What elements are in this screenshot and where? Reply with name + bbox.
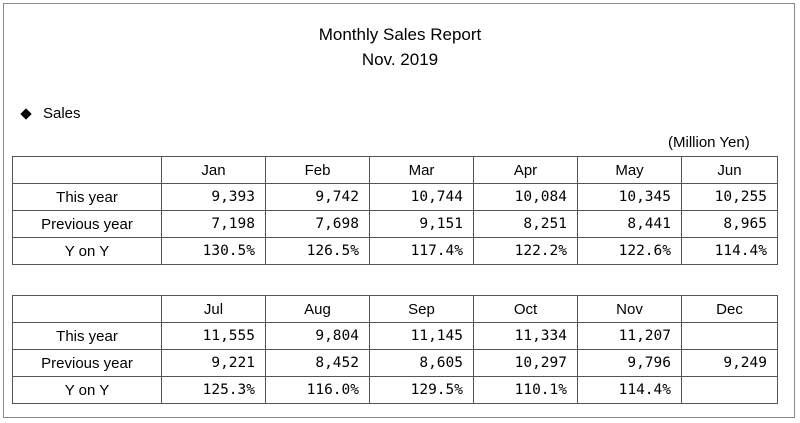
- report-header: Monthly Sales Report Nov. 2019: [0, 22, 800, 72]
- corner-cell: [12, 156, 162, 184]
- table-row-this-year: This year 11,555 9,804 11,145 11,334 11,…: [12, 322, 778, 350]
- month-header: Mar: [369, 156, 474, 184]
- month-header: May: [577, 156, 682, 184]
- month-header: Sep: [369, 295, 474, 323]
- value-cell: 9,221: [161, 349, 266, 377]
- value-cell: 8,441: [577, 210, 682, 238]
- row-label: This year: [12, 322, 162, 350]
- diamond-bullet-icon: [20, 107, 32, 120]
- value-cell: 9,393: [161, 183, 266, 211]
- value-cell: [681, 322, 778, 350]
- month-header: Jul: [161, 295, 266, 323]
- row-label: Previous year: [12, 210, 162, 238]
- percent-cell: 122.6%: [577, 237, 682, 265]
- percent-cell: 129.5%: [369, 376, 474, 404]
- percent-cell: 116.0%: [265, 376, 370, 404]
- month-header: Nov: [577, 295, 682, 323]
- percent-cell: 130.5%: [161, 237, 266, 265]
- value-cell: 9,804: [265, 322, 370, 350]
- section-heading: Sales: [20, 105, 81, 122]
- month-header: Aug: [265, 295, 370, 323]
- report-title: Monthly Sales Report: [318, 25, 482, 44]
- corner-cell: [12, 295, 162, 323]
- value-cell: 11,555: [161, 322, 266, 350]
- percent-cell: 122.2%: [473, 237, 578, 265]
- value-cell: 10,084: [473, 183, 578, 211]
- value-cell: 8,965: [681, 210, 778, 238]
- percent-cell: 126.5%: [265, 237, 370, 265]
- value-cell: 10,297: [473, 349, 578, 377]
- row-label: Y on Y: [12, 376, 162, 404]
- percent-cell: 125.3%: [161, 376, 266, 404]
- row-label: This year: [12, 183, 162, 211]
- value-cell: 8,251: [473, 210, 578, 238]
- report-subtitle: Nov. 2019: [361, 50, 439, 69]
- value-cell: 10,345: [577, 183, 682, 211]
- section-label: Sales: [43, 105, 81, 122]
- value-cell: 10,255: [681, 183, 778, 211]
- table-row-previous-year: Previous year 7,198 7,698 9,151 8,251 8,…: [12, 210, 778, 238]
- row-label: Previous year: [12, 349, 162, 377]
- month-header: Apr: [473, 156, 578, 184]
- sales-table-second-half: Jul Aug Sep Oct Nov Dec This year 11,555…: [12, 295, 778, 404]
- table-row-previous-year: Previous year 9,221 8,452 8,605 10,297 9…: [12, 349, 778, 377]
- sales-table-first-half: Jan Feb Mar Apr May Jun This year 9,393 …: [12, 156, 778, 265]
- percent-cell: 110.1%: [473, 376, 578, 404]
- value-cell: 11,145: [369, 322, 474, 350]
- percent-cell: 117.4%: [369, 237, 474, 265]
- month-header: Oct: [473, 295, 578, 323]
- percent-cell: 114.4%: [681, 237, 778, 265]
- table-header-row: Jan Feb Mar Apr May Jun: [12, 156, 778, 184]
- month-header: Jun: [681, 156, 778, 184]
- value-cell: 9,249: [681, 349, 778, 377]
- value-cell: 9,796: [577, 349, 682, 377]
- value-cell: 11,334: [473, 322, 578, 350]
- unit-label: (Million Yen): [668, 134, 750, 151]
- value-cell: 9,151: [369, 210, 474, 238]
- table-row-y-on-y: Y on Y 130.5% 126.5% 117.4% 122.2% 122.6…: [12, 237, 778, 265]
- month-header: Dec: [681, 295, 778, 323]
- value-cell: 11,207: [577, 322, 682, 350]
- row-label: Y on Y: [12, 237, 162, 265]
- value-cell: 10,744: [369, 183, 474, 211]
- table-header-row: Jul Aug Sep Oct Nov Dec: [12, 295, 778, 323]
- percent-cell: [681, 376, 778, 404]
- value-cell: 7,198: [161, 210, 266, 238]
- month-header: Feb: [265, 156, 370, 184]
- table-row-y-on-y: Y on Y 125.3% 116.0% 129.5% 110.1% 114.4…: [12, 376, 778, 404]
- value-cell: 7,698: [265, 210, 370, 238]
- value-cell: 8,452: [265, 349, 370, 377]
- value-cell: 9,742: [265, 183, 370, 211]
- percent-cell: 114.4%: [577, 376, 682, 404]
- table-row-this-year: This year 9,393 9,742 10,744 10,084 10,3…: [12, 183, 778, 211]
- value-cell: 8,605: [369, 349, 474, 377]
- month-header: Jan: [161, 156, 266, 184]
